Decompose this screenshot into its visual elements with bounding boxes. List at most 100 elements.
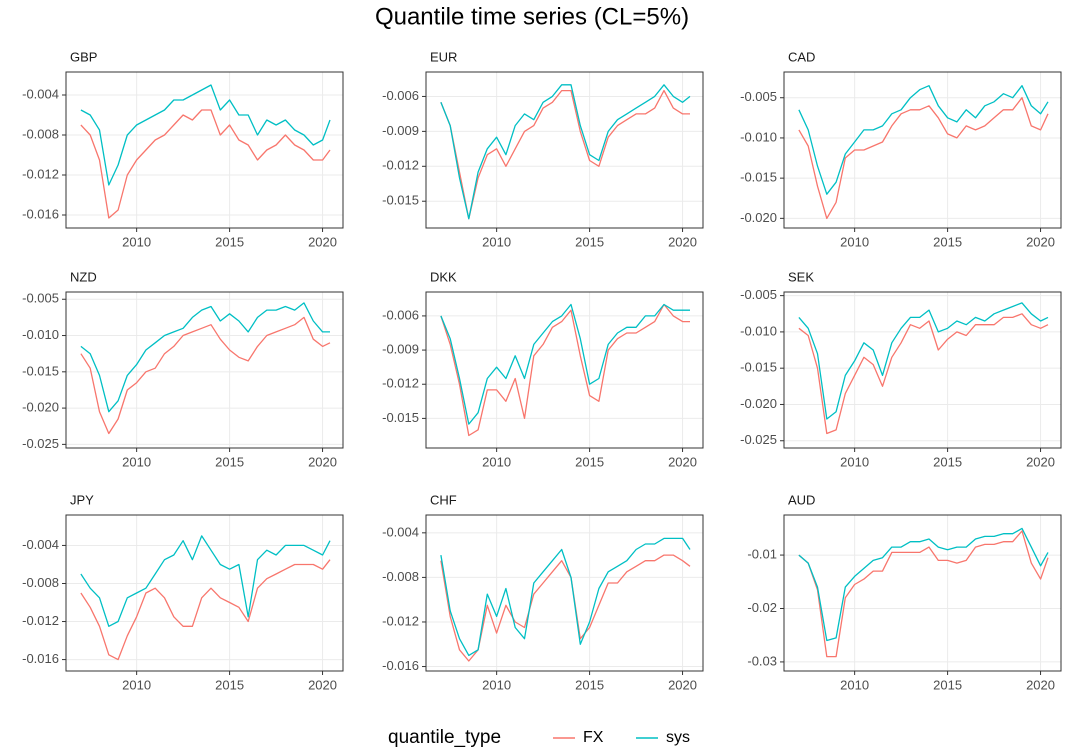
x-tick-label: 2020: [1026, 234, 1055, 249]
x-tick-label: 2010: [482, 234, 511, 249]
panel-background: [66, 515, 343, 671]
series-line: [798, 313, 1049, 435]
panel-border: [783, 71, 1062, 229]
y-tick-label: -0.016: [22, 651, 59, 666]
y-tick-label: -0.004: [22, 537, 59, 552]
panel-background: [426, 292, 703, 448]
x-tick-label: 2015: [215, 234, 244, 249]
x-tick-label: 2015: [215, 677, 244, 692]
panel-title: JPY: [70, 492, 94, 507]
series-line: [80, 302, 330, 413]
panel-border: [65, 291, 344, 449]
series-line: [440, 84, 691, 220]
x-tick-label: 2020: [668, 677, 697, 692]
series-line: [440, 303, 690, 425]
x-tick-label: 2020: [668, 454, 697, 469]
panel-border: [425, 71, 704, 229]
y-tick-label: -0.005: [22, 291, 59, 306]
x-tick-label: 2015: [575, 234, 604, 249]
x-tick-label: 2015: [575, 454, 604, 469]
y-tick-label: -0.01: [747, 547, 777, 562]
panel-background: [66, 292, 343, 448]
x-tick-label: 2015: [933, 677, 962, 692]
y-tick-label: -0.03: [747, 653, 777, 668]
x-tick-label: 2020: [308, 234, 337, 249]
y-tick-label: -0.008: [382, 569, 419, 584]
y-tick-label: -0.020: [740, 210, 777, 225]
panel-title: CHF: [430, 492, 457, 507]
panel-background: [426, 515, 703, 671]
y-tick-label: -0.008: [22, 126, 59, 141]
panel-border: [65, 514, 344, 672]
x-tick-label: 2010: [482, 454, 511, 469]
panel-title: AUD: [788, 492, 815, 507]
series-line: [80, 84, 331, 186]
y-tick-label: -0.009: [382, 342, 419, 357]
series-line: [798, 530, 1049, 658]
y-tick-label: -0.012: [382, 158, 419, 173]
legend-title: quantile_type: [388, 727, 501, 748]
legend-label: sys: [666, 729, 690, 746]
series-line: [440, 89, 690, 220]
legend-label: FX: [583, 729, 604, 746]
panel-title: SEK: [788, 269, 814, 284]
x-tick-label: 2015: [933, 454, 962, 469]
panel-background: [66, 72, 343, 228]
y-tick-label: -0.010: [22, 327, 59, 342]
series-line: [440, 554, 691, 662]
x-tick-label: 2010: [122, 677, 151, 692]
x-tick-label: 2010: [840, 454, 869, 469]
chart-title: Quantile time series (CL=5%): [375, 3, 689, 30]
y-tick-label: -0.025: [22, 436, 59, 451]
y-tick-label: -0.010: [740, 129, 777, 144]
y-tick-label: -0.020: [22, 400, 59, 415]
x-tick-label: 2010: [840, 677, 869, 692]
y-tick-label: -0.020: [740, 396, 777, 411]
y-tick-label: -0.005: [740, 89, 777, 104]
x-tick-label: 2015: [575, 677, 604, 692]
panel-title: CAD: [788, 49, 815, 64]
y-tick-label: -0.015: [382, 410, 419, 425]
x-tick-label: 2010: [482, 677, 511, 692]
y-tick-label: -0.015: [740, 360, 777, 375]
y-tick-label: -0.012: [22, 613, 59, 628]
panel-title: EUR: [430, 49, 457, 64]
x-tick-label: 2020: [308, 454, 337, 469]
series-line: [440, 537, 691, 657]
x-tick-label: 2020: [1026, 454, 1055, 469]
y-tick-label: -0.006: [382, 88, 419, 103]
series-line: [798, 527, 1049, 642]
y-tick-label: -0.012: [382, 376, 419, 391]
x-tick-label: 2015: [215, 454, 244, 469]
series-line: [798, 97, 1049, 220]
panel-border: [65, 71, 344, 229]
x-tick-label: 2015: [933, 234, 962, 249]
panel-border: [783, 514, 1062, 672]
panel-border: [425, 291, 704, 449]
x-tick-label: 2010: [122, 234, 151, 249]
panel-title: GBP: [70, 49, 97, 64]
y-tick-label: -0.009: [382, 123, 419, 138]
series-line: [80, 535, 331, 627]
series-line: [440, 303, 690, 437]
x-tick-label: 2020: [308, 677, 337, 692]
series-line: [80, 559, 331, 661]
x-tick-label: 2020: [668, 234, 697, 249]
x-tick-label: 2010: [122, 454, 151, 469]
panel-title: DKK: [430, 269, 457, 284]
panel-border: [425, 514, 704, 672]
y-tick-label: -0.004: [22, 86, 59, 101]
y-tick-label: -0.012: [22, 166, 59, 181]
x-tick-label: 2010: [840, 234, 869, 249]
x-tick-label: 2020: [1026, 677, 1055, 692]
panel-background: [784, 72, 1061, 228]
panel-title: NZD: [70, 269, 97, 284]
y-tick-label: -0.015: [22, 363, 59, 378]
y-tick-label: -0.016: [382, 658, 419, 673]
y-tick-label: -0.010: [740, 323, 777, 338]
y-tick-label: -0.012: [382, 613, 419, 628]
y-tick-label: -0.006: [382, 307, 419, 322]
y-tick-label: -0.025: [740, 432, 777, 447]
y-tick-label: -0.02: [747, 600, 777, 615]
